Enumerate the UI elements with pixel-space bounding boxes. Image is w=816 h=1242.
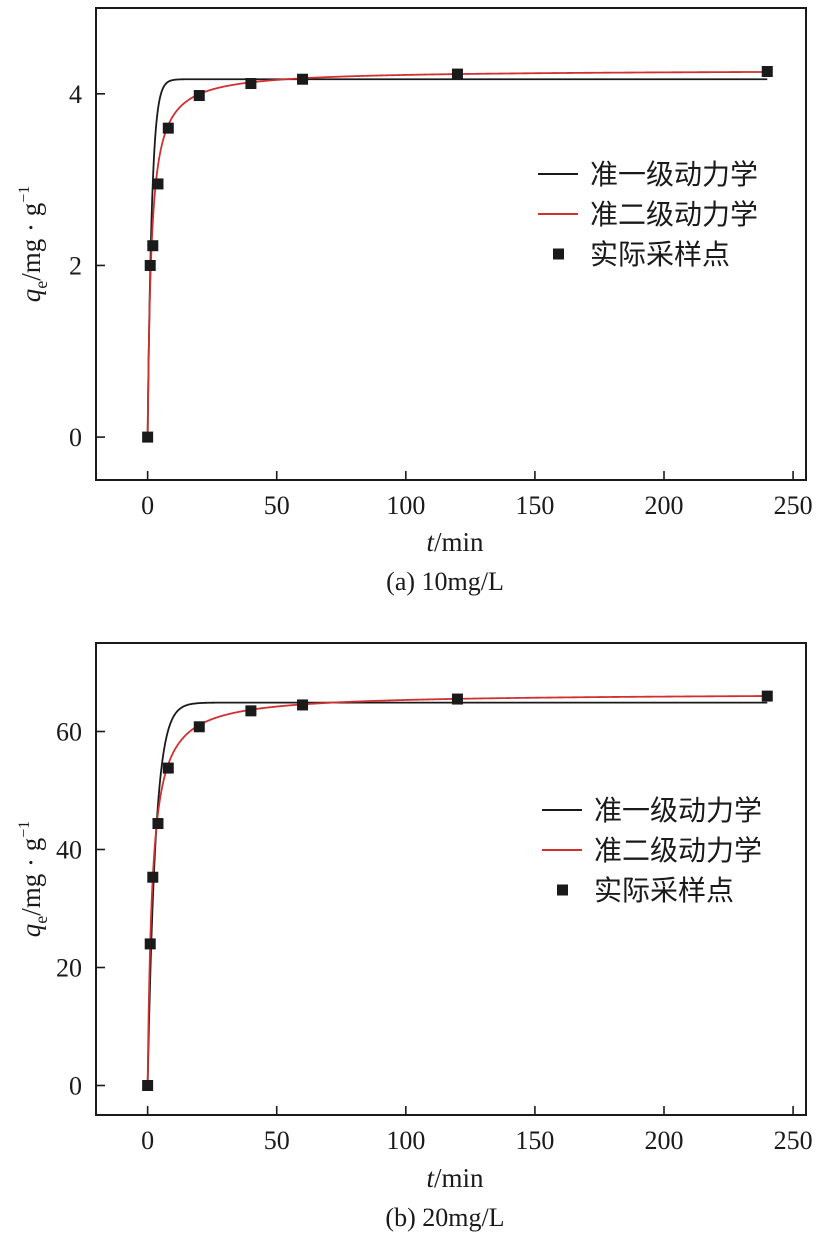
x-tick-label: 150	[515, 491, 554, 520]
x-tick-label: 0	[141, 491, 154, 520]
data-point	[144, 259, 156, 271]
x-tick-label: 0	[141, 1126, 154, 1155]
x-tick-label: 50	[264, 491, 290, 520]
data-point	[297, 699, 309, 711]
data-point	[193, 721, 205, 733]
y-axis-label-sub: e	[31, 916, 51, 924]
y-axis-label: qe/mg · g−1	[16, 186, 51, 303]
data-point	[245, 78, 257, 90]
data-point	[162, 762, 174, 774]
data-point	[761, 690, 773, 702]
x-axis-label-var: t	[426, 527, 435, 557]
x-axis-label-unit: /min	[434, 1163, 484, 1193]
data-point	[451, 693, 463, 705]
y-axis-label-sub: e	[31, 281, 51, 289]
y-tick-label: 0	[69, 423, 82, 452]
y-axis-label: qe/mg · g−1	[16, 821, 51, 938]
data-point	[142, 1080, 154, 1091]
legend-swatch-points	[557, 884, 568, 896]
y-tick-label: 4	[69, 80, 82, 109]
plot-frame	[95, 642, 807, 1116]
x-tick-label: 50	[264, 1126, 290, 1155]
y-axis-label-var: q	[16, 924, 46, 938]
legend-label: 实际采样点	[594, 874, 734, 907]
y-tick-label: 2	[69, 251, 82, 280]
legend-label: 实际采样点	[590, 238, 730, 271]
x-tick-label: 250	[774, 1126, 813, 1155]
legend-swatch-points	[553, 248, 564, 260]
data-point	[297, 73, 309, 85]
y-tick-label: 0	[69, 1072, 82, 1101]
legend-label: 准一级动力学	[594, 794, 762, 827]
legend-label: 准二级动力学	[594, 834, 762, 867]
data-point	[193, 90, 205, 102]
x-tick-label: 100	[386, 1126, 425, 1155]
data-point	[142, 431, 154, 443]
x-tick-label: 200	[645, 491, 684, 520]
y-tick-label: 40	[56, 836, 82, 865]
data-point	[162, 122, 174, 134]
x-axis-label-unit: /min	[434, 527, 484, 557]
data-point	[152, 818, 164, 830]
data-point	[451, 68, 463, 80]
data-point	[144, 938, 156, 950]
data-point	[147, 871, 159, 883]
y-axis-label-sup: −1	[16, 186, 33, 203]
y-tick-label: 20	[56, 954, 82, 983]
data-point	[245, 705, 257, 717]
x-axis-label: t/min	[426, 1163, 484, 1193]
y-axis-label-unit: /mg · g	[16, 203, 46, 281]
data-point	[152, 178, 164, 190]
x-tick-label: 200	[645, 1126, 684, 1155]
y-axis-label-unit: /mg · g	[16, 838, 46, 916]
x-tick-label: 150	[515, 1126, 554, 1155]
legend-label: 准一级动力学	[590, 158, 758, 191]
plot-frame	[95, 7, 807, 481]
y-axis-label-var: q	[16, 289, 46, 303]
data-point	[761, 66, 773, 78]
data-point	[147, 240, 159, 252]
chart-caption: (b) 20mg/L	[385, 1203, 504, 1232]
x-axis-label-var: t	[426, 1163, 435, 1193]
chart-caption: (a) 10mg/L	[386, 567, 504, 596]
x-tick-label: 250	[774, 491, 813, 520]
x-tick-label: 100	[386, 491, 425, 520]
x-axis-label: t/min	[426, 527, 484, 557]
y-tick-label: 60	[56, 718, 82, 747]
legend-label: 准二级动力学	[590, 198, 758, 231]
y-axis-label-sup: −1	[16, 821, 33, 838]
